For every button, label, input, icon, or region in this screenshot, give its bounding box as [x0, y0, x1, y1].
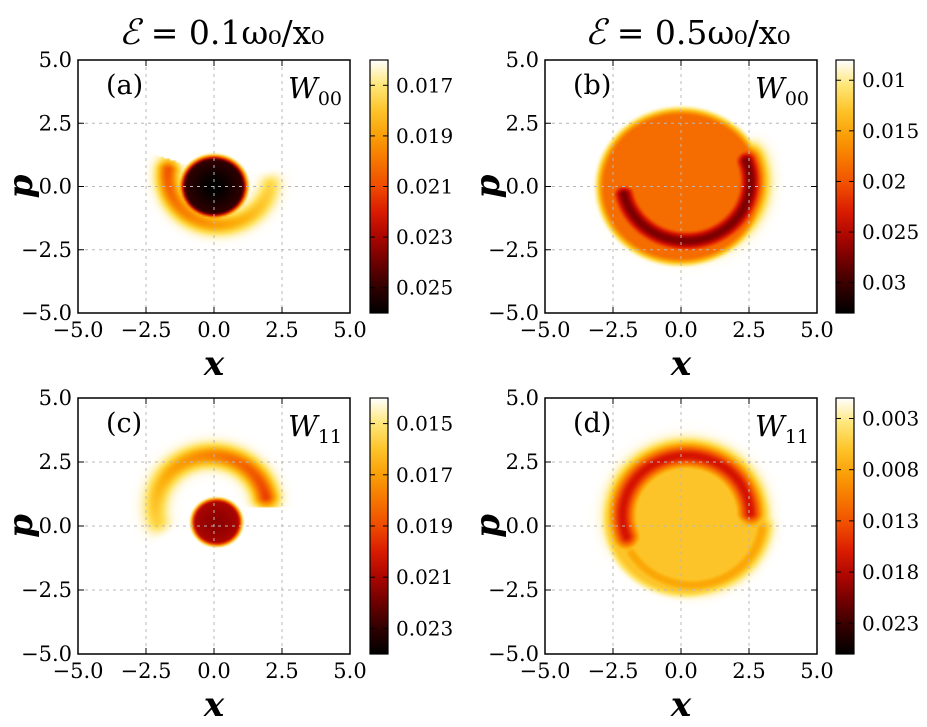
panel-label: (a)	[106, 70, 143, 101]
y-tick-label: −2.5	[21, 238, 72, 262]
colorbar-tick-label: 0.023	[396, 225, 453, 249]
column-title-right: ℰ = 0.5ω₀/x₀	[585, 13, 790, 53]
y-axis-label: p	[468, 514, 508, 538]
colorbar-tick-label: 0.017	[396, 463, 453, 487]
x-tick-label: 5.0	[333, 659, 366, 683]
x-tick-label: 0.0	[664, 659, 697, 683]
colorbar-tick-label: 0.021	[396, 565, 453, 589]
y-axis-label: p	[468, 174, 508, 198]
x-axis-label: x	[670, 344, 692, 384]
panel-label: (d)	[573, 408, 611, 439]
function-label: W11	[755, 409, 809, 448]
y-axis-label: p	[1, 514, 41, 538]
y-tick-label: −2.5	[21, 578, 72, 602]
x-tick-label: 0.0	[197, 318, 230, 342]
function-label-sub: 00	[318, 88, 342, 110]
function-label-sub: 11	[318, 426, 342, 448]
panel-b: −5.0 −2.5 0.0 2.5 5.0 −5.0 −2.5 0.0 2.5 5.0 x p (b) W…	[468, 48, 919, 384]
panel-c: −5.0 −2.5 0.0 2.5 5.0 −5.0 −2.5 0.0 2.5 5.0 x p (c) W…	[1, 386, 453, 725]
x-tick-label: 2.5	[265, 659, 298, 683]
column-title-right-text: = 0.5ω₀/x₀	[606, 13, 790, 52]
y-tick-label: 0.0	[39, 514, 72, 538]
x-tick-label: −2.5	[121, 318, 172, 342]
function-label: W00	[288, 71, 342, 110]
colorbar-tick-label: 0.01	[862, 68, 907, 92]
y-tick-label: 0.0	[39, 175, 72, 199]
function-label-base: W	[755, 409, 787, 443]
y-tick-label: 2.5	[39, 111, 72, 135]
function-label-base: W	[755, 71, 787, 105]
panel-label: (b)	[573, 70, 611, 101]
x-tick-label: 5.0	[800, 318, 833, 342]
y-tick-label: −5.0	[488, 642, 539, 666]
colorbar-tick-label: 0.025	[396, 276, 453, 300]
x-tick-label: 0.0	[197, 659, 230, 683]
colorbar-tick-label: 0.015	[396, 412, 453, 436]
panel-a: −5.0 −2.5 0.0 2.5 5.0 −5.0 −2.5 0.0 2.5 5.0 x p (a) W…	[1, 48, 453, 384]
column-title-left-text: = 0.1ω₀/x₀	[140, 13, 324, 52]
function-label: W00	[755, 71, 809, 110]
y-tick-label: 5.0	[39, 48, 72, 72]
y-tick-label: 5.0	[506, 386, 539, 410]
x-tick-label: 0.0	[664, 318, 697, 342]
panel-label: (c)	[106, 408, 142, 439]
x-tick-label: −5.0	[53, 318, 104, 342]
y-tick-label: 0.0	[506, 514, 539, 538]
x-axis-label: x	[203, 344, 225, 384]
colorbar-tick-label: 0.008	[862, 458, 919, 482]
colorbar-tick-label: 0.025	[862, 220, 919, 244]
function-label-base: W	[288, 71, 320, 105]
colorbar-tick-label: 0.017	[396, 73, 453, 97]
y-tick-label: 0.0	[506, 175, 539, 199]
x-tick-label: 5.0	[333, 318, 366, 342]
colorbar-tick-label: 0.023	[396, 616, 453, 640]
x-tick-label: 2.5	[265, 318, 298, 342]
epsilon-symbol: ℰ	[585, 13, 610, 53]
panels-group: −5.0 −2.5 0.0 2.5 5.0 −5.0 −2.5 0.0 2.5 5.0 x p (a) W…	[1, 48, 919, 725]
colorbar-tick-label: 0.013	[862, 509, 919, 533]
y-tick-label: −2.5	[488, 238, 539, 262]
x-tick-label: −2.5	[588, 318, 639, 342]
colorbar-tick-label: 0.019	[396, 124, 453, 148]
colorbar-tick-label: 0.018	[862, 560, 919, 584]
colorbar-tick-label: 0.02	[862, 169, 907, 193]
y-tick-label: 2.5	[39, 450, 72, 474]
x-tick-label: 5.0	[800, 659, 833, 683]
y-tick-label: 5.0	[506, 48, 539, 72]
y-tick-label: 2.5	[506, 450, 539, 474]
x-tick-label: −2.5	[121, 659, 172, 683]
x-axis-label: x	[670, 685, 692, 725]
colorbar-tick-label: 0.019	[396, 514, 453, 538]
x-tick-label: −5.0	[520, 659, 571, 683]
colorbar-tick-label: 0.003	[862, 406, 919, 430]
y-tick-label: 2.5	[506, 111, 539, 135]
colorbar-tick-label: 0.023	[862, 611, 919, 635]
colorbar-tick-label: 0.015	[862, 119, 919, 143]
column-title-left: ℰ = 0.1ω₀/x₀	[119, 13, 324, 53]
x-tick-label: 2.5	[732, 659, 765, 683]
x-tick-label: 2.5	[732, 318, 765, 342]
x-axis-label: x	[203, 685, 225, 725]
y-tick-label: −5.0	[21, 301, 72, 325]
colorbar	[835, 59, 855, 314]
y-tick-label: 5.0	[39, 386, 72, 410]
panel-d: −5.0 −2.5 0.0 2.5 5.0 −5.0 −2.5 0.0 2.5 5.0 x p (d) W…	[468, 386, 919, 725]
colorbar-tick-label: 0.021	[396, 175, 453, 199]
y-tick-label: −2.5	[488, 578, 539, 602]
y-tick-label: −5.0	[21, 642, 72, 666]
x-tick-label: −2.5	[588, 659, 639, 683]
epsilon-symbol: ℰ	[119, 13, 144, 53]
y-tick-label: −5.0	[488, 301, 539, 325]
function-label-sub: 11	[785, 426, 809, 448]
x-tick-label: −5.0	[520, 318, 571, 342]
x-tick-label: −5.0	[53, 659, 104, 683]
colorbar-tick-label: 0.03	[862, 271, 907, 295]
function-label-base: W	[288, 409, 320, 443]
function-label: W11	[288, 409, 342, 448]
colorbar	[835, 397, 855, 655]
y-axis-label: p	[1, 174, 41, 198]
function-label-sub: 00	[785, 88, 809, 110]
